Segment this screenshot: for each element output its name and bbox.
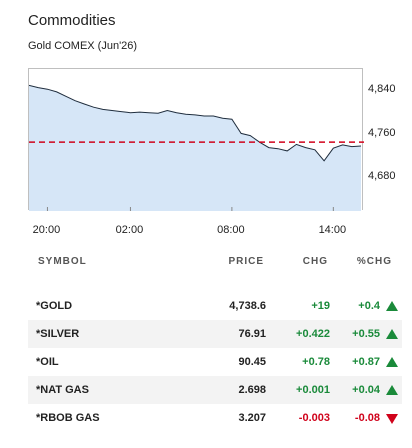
- up-arrow-icon: [386, 301, 398, 311]
- table-row[interactable]: *NAT GAS 2.698 +0.001 +0.04: [28, 376, 402, 404]
- price-area: [29, 85, 361, 211]
- row-pchg: -0.08: [354, 412, 380, 424]
- commodities-table: *GOLD 4,738.6 +19 +0.4 *SILVER 76.91 +0.…: [28, 292, 402, 432]
- row-pchg: +0.4: [358, 300, 380, 312]
- up-arrow-icon: [386, 329, 398, 339]
- table-row[interactable]: *SILVER 76.91 +0.422 +0.55: [28, 320, 402, 348]
- row-price: 76.91: [238, 328, 266, 340]
- row-price: 90.45: [238, 356, 266, 368]
- y-tick-label: 4,840: [368, 82, 396, 95]
- header-price: PRICE: [228, 256, 264, 267]
- x-tick-label: 08:00: [217, 224, 245, 236]
- row-symbol[interactable]: *NAT GAS: [36, 384, 89, 396]
- header-chg: CHG: [302, 256, 328, 267]
- table-header: SYMBOL PRICE CHG %CHG: [28, 256, 402, 270]
- y-tick-label: 4,680: [368, 170, 396, 183]
- row-chg: +0.001: [296, 384, 330, 396]
- down-arrow-icon: [386, 414, 398, 424]
- header-symbol: SYMBOL: [38, 256, 87, 267]
- instrument-label: Gold COMEX (Jun'26): [28, 40, 138, 52]
- price-chart-svg: [29, 84, 364, 211]
- row-symbol[interactable]: *OIL: [36, 356, 59, 368]
- row-price: 4,738.6: [229, 300, 266, 312]
- row-chg: +19: [311, 300, 330, 312]
- row-pchg: +0.04: [352, 384, 380, 396]
- row-symbol[interactable]: *RBOB GAS: [36, 412, 100, 424]
- price-chart[interactable]: [28, 68, 364, 211]
- up-arrow-icon: [386, 357, 398, 367]
- row-price: 2.698: [238, 384, 266, 396]
- table-row[interactable]: *OIL 90.45 +0.78 +0.87: [28, 348, 402, 376]
- header-pchg: %CHG: [356, 256, 392, 267]
- x-tick-label: 14:00: [318, 224, 347, 236]
- x-tick-label: 02:00: [115, 224, 144, 236]
- row-chg: +0.78: [302, 356, 330, 368]
- row-price: 3.207: [238, 412, 266, 424]
- section-title: Commodities: [28, 12, 116, 29]
- table-row[interactable]: *RBOB GAS 3.207 -0.003 -0.08: [28, 404, 402, 432]
- up-arrow-icon: [386, 385, 398, 395]
- row-pchg: +0.55: [352, 328, 380, 340]
- row-chg: +0.422: [296, 328, 330, 340]
- row-pchg: +0.87: [352, 356, 380, 368]
- row-symbol[interactable]: *SILVER: [36, 328, 80, 340]
- table-row[interactable]: *GOLD 4,738.6 +19 +0.4: [28, 292, 402, 320]
- row-symbol[interactable]: *GOLD: [36, 300, 73, 312]
- y-tick-label: 4,760: [368, 126, 396, 139]
- row-chg: -0.003: [298, 412, 330, 424]
- x-tick-label: 20:00: [32, 224, 61, 236]
- price-line: [29, 84, 362, 162]
